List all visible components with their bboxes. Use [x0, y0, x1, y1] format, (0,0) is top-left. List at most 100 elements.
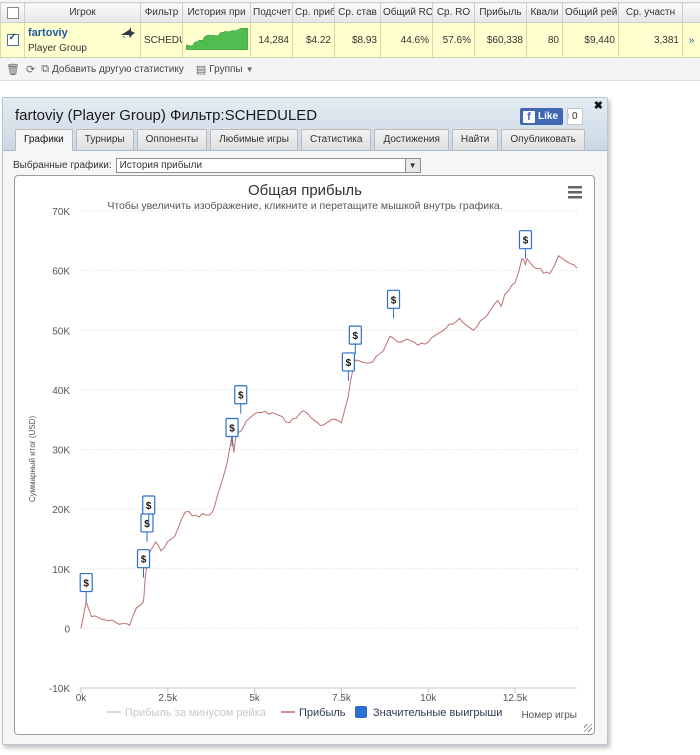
- legend-box-icon: [355, 706, 367, 718]
- marker-label: $: [391, 295, 397, 306]
- row-checkbox[interactable]: [0, 22, 25, 58]
- legend-item[interactable]: Прибыль: [281, 707, 346, 719]
- chart-legend: Прибыль за минусом рейка Прибыль Значитель…: [107, 706, 502, 719]
- marker-box: [341, 352, 355, 372]
- y-tick-label: 70K: [52, 207, 70, 218]
- marker-label: $: [229, 424, 235, 435]
- column-header-profit-history[interactable]: История при: [182, 2, 251, 23]
- significant-win-marker[interactable]: $: [225, 417, 239, 447]
- chart-series: [80, 254, 578, 629]
- facebook-icon: f: [523, 110, 535, 123]
- player-name-link[interactable]: fartoviy: [28, 26, 68, 39]
- legend-label: Прибыль: [299, 707, 346, 719]
- y-tick-label: 60K: [52, 267, 70, 278]
- column-header-total-roi[interactable]: Общий RO: [380, 2, 433, 23]
- significant-win-marker[interactable]: $: [79, 572, 93, 602]
- chart-select-value: История прибыли: [119, 160, 203, 171]
- y-axis-label: Суммарный итог (USD): [28, 416, 37, 503]
- profit-cell: $60,338: [474, 22, 527, 58]
- quali-cell: 80: [526, 22, 563, 58]
- facebook-like-widget[interactable]: f Like 0: [520, 108, 583, 125]
- column-header-count[interactable]: Подсчет: [250, 2, 293, 23]
- significant-win-marker[interactable]: $: [386, 289, 401, 319]
- legend-item[interactable]: Прибыль за минусом рейка: [107, 707, 267, 719]
- legend-label: Значительные выигрыши: [373, 707, 502, 719]
- y-tick-label: 30K: [52, 446, 70, 457]
- chart-subtitle: Чтобы увеличить изображение, кликните и …: [107, 200, 502, 212]
- x-tick-label: 0k: [76, 693, 88, 704]
- column-header-total-rake[interactable]: Общий рей: [562, 2, 619, 23]
- filter-cell: SCHEDU: [140, 22, 183, 58]
- chart-title: Общая прибыль: [248, 182, 362, 199]
- tab-publish[interactable]: Опубликовать: [501, 129, 585, 150]
- column-header-profit[interactable]: Прибыль: [474, 2, 527, 23]
- facebook-like-count: 0: [566, 108, 583, 125]
- marker-label: $: [83, 579, 89, 590]
- tab-find[interactable]: Найти: [451, 129, 499, 150]
- player-window: fartoviy (Player Group) Фильтр:SCHEDULED…: [2, 97, 608, 745]
- chart-frame[interactable]: -10K 0 10K 20K 30K 40K 50K 60K 70K 0k 2.5k 5k 7.5k 1…: [14, 175, 595, 735]
- column-header-more: [682, 2, 700, 23]
- window-tabs: Графики Турниры Оппоненты Любимые игры С…: [15, 129, 585, 151]
- player-cell: fartoviy Player Group: [24, 22, 141, 58]
- legend-item[interactable]: Значительные выигрыши: [355, 706, 502, 719]
- column-header-avg-roi[interactable]: Ср. RO: [432, 2, 475, 23]
- table-row[interactable]: fartoviy Player Group SCHEDU 14,284 $4.2…: [0, 22, 700, 58]
- marker-label: $: [238, 391, 244, 402]
- close-icon[interactable]: ✖: [593, 100, 603, 112]
- marker-box: [518, 230, 533, 250]
- shark-icon: [121, 27, 135, 39]
- resize-grip[interactable]: [584, 724, 592, 732]
- tab-charts[interactable]: Графики: [15, 129, 73, 151]
- column-header-quali[interactable]: Квали: [526, 2, 563, 23]
- groups-dropdown[interactable]: ▤ Группы ▼: [196, 63, 254, 76]
- marker-box: [386, 289, 401, 309]
- y-tick-label: 50K: [52, 326, 70, 337]
- marker-box: [142, 495, 156, 515]
- facebook-like-button[interactable]: f Like: [520, 108, 564, 125]
- tab-favorite-games[interactable]: Любимые игры: [210, 129, 298, 150]
- marker-label: $: [144, 519, 150, 530]
- significant-win-marker[interactable]: $: [142, 495, 156, 525]
- y-tick-label: 20K: [52, 505, 70, 516]
- significant-win-marker[interactable]: $: [136, 549, 151, 578]
- column-header-avg-stake[interactable]: Ср. став: [334, 2, 381, 23]
- avg-entrants-cell: 3,381: [618, 22, 683, 58]
- marker-label: $: [523, 236, 529, 247]
- chart-select-dropdown[interactable]: История прибыли ▼: [115, 158, 421, 173]
- significant-win-marker[interactable]: $: [348, 325, 362, 355]
- significant-win-marker[interactable]: $: [341, 352, 355, 381]
- chart-menu-icon[interactable]: [566, 184, 582, 200]
- add-stats-button[interactable]: ⧉ Добавить другую статистику: [41, 63, 184, 76]
- avg-roi-cell: 57.6%: [432, 22, 475, 58]
- x-tick-label: 2.5k: [158, 693, 178, 704]
- refresh-icon[interactable]: ⟳: [25, 63, 36, 76]
- add-column-icon: ⧉: [41, 62, 50, 75]
- marker-box: [136, 549, 151, 569]
- x-tick-labels: 0k 2.5k 5k 7.5k 10k 12.5k: [76, 688, 528, 704]
- tab-achievements[interactable]: Достижения: [374, 129, 449, 150]
- significant-win-marker[interactable]: $: [518, 230, 533, 259]
- significant-win-marker[interactable]: $: [140, 513, 154, 542]
- x-axis-label: Номер игры: [521, 710, 577, 721]
- y-tick-label: -10K: [49, 684, 70, 695]
- chart-select-label: Выбранные графики:: [13, 160, 112, 171]
- chart-select-row: Выбранные графики: История прибыли ▼: [13, 158, 421, 173]
- tab-tournaments[interactable]: Турниры: [75, 129, 134, 150]
- chevron-down-icon: ▼: [245, 64, 254, 74]
- total-rake-cell: $9,440: [562, 22, 619, 58]
- tab-opponents[interactable]: Оппоненты: [136, 129, 208, 150]
- total-roi-cell: 44.6%: [380, 22, 433, 58]
- marker-label: $: [353, 331, 359, 342]
- x-tick-label: 7.5k: [332, 693, 352, 704]
- profit-history-cell: [182, 22, 251, 58]
- tab-statistics[interactable]: Статистика: [300, 129, 372, 150]
- trash-icon[interactable]: 🗑: [6, 63, 20, 76]
- chart-grid: [81, 210, 577, 629]
- window-header[interactable]: fartoviy (Player Group) Фильтр:SCHEDULED…: [3, 98, 607, 151]
- profit-line: [80, 254, 578, 629]
- significant-win-marker[interactable]: $: [234, 385, 248, 414]
- marker-box: [234, 385, 248, 405]
- significant-win-markers: $ $ $ $ $ $ $ $ $ $: [79, 230, 533, 602]
